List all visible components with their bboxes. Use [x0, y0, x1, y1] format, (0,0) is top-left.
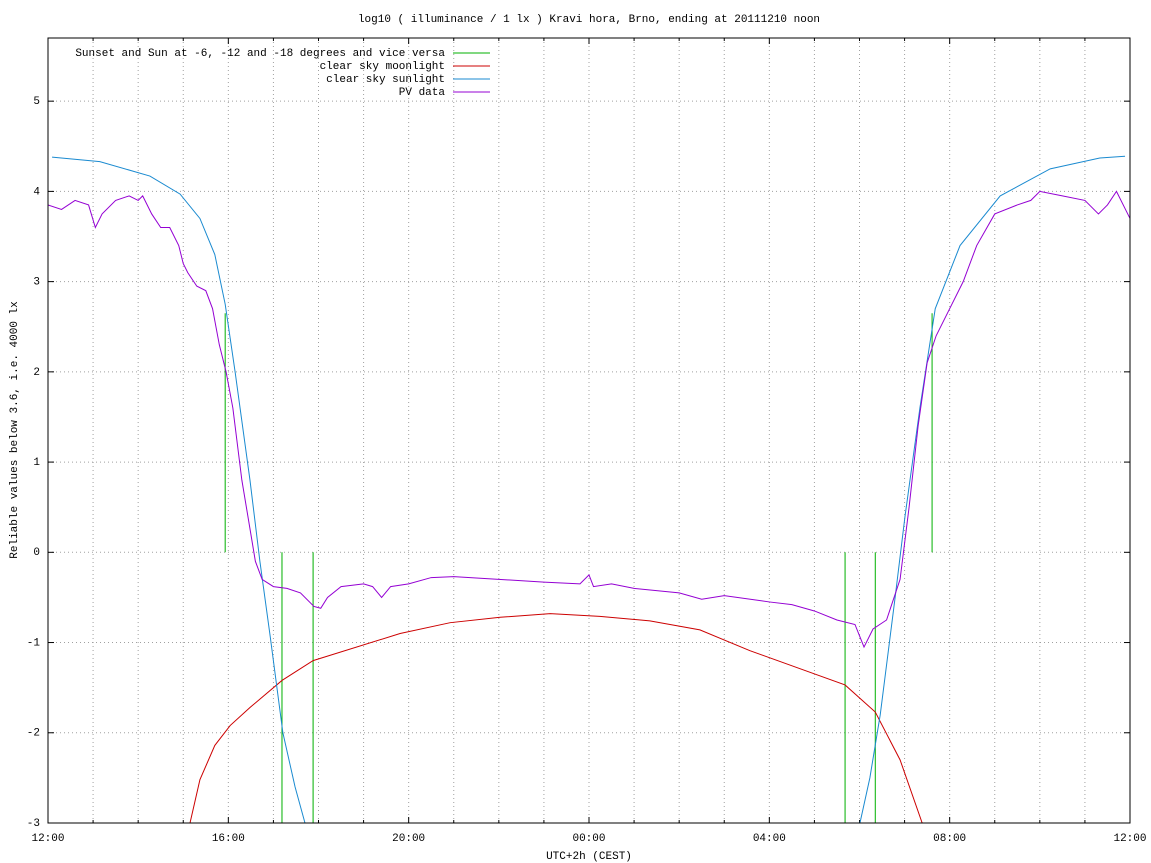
x-tick-label: 12:00 — [1113, 833, 1146, 845]
y-axis-label: Reliable values below 3.6, i.e. 4000 lx — [9, 301, 21, 559]
chart-title: log10 ( illuminance / 1 lx ) Kravi hora,… — [358, 14, 820, 26]
data-line — [52, 155, 1126, 823]
data-line — [189, 613, 923, 823]
data-line — [48, 190, 1130, 649]
y-tick-label: -3 — [27, 818, 40, 830]
y-tick-label: 1 — [33, 457, 40, 469]
y-tick-label: 4 — [33, 186, 40, 198]
y-tick-label: -1 — [27, 637, 41, 649]
legend-label: clear sky sunlight — [326, 74, 445, 86]
legend-label: Sunset and Sun at -6, -12 and -18 degree… — [75, 48, 445, 60]
legend-label: PV data — [399, 87, 446, 99]
x-tick-label: 12:00 — [31, 833, 64, 845]
x-axis-label: UTC+2h (CEST) — [546, 851, 632, 863]
x-tick-label: 04:00 — [753, 833, 786, 845]
x-tick-label: 08:00 — [933, 833, 966, 845]
y-tick-label: 3 — [33, 277, 40, 289]
y-tick-label: 5 — [33, 96, 40, 108]
x-tick-label: 20:00 — [392, 833, 425, 845]
plot-border — [47, 37, 1131, 824]
x-tick-label: 16:00 — [212, 833, 245, 845]
x-tick-label: 00:00 — [572, 833, 605, 845]
y-tick-label: 2 — [33, 367, 40, 379]
data-line — [224, 313, 933, 823]
y-tick-label: -2 — [27, 728, 40, 740]
legend-label: clear sky moonlight — [320, 61, 445, 73]
y-tick-label: 0 — [33, 547, 40, 559]
